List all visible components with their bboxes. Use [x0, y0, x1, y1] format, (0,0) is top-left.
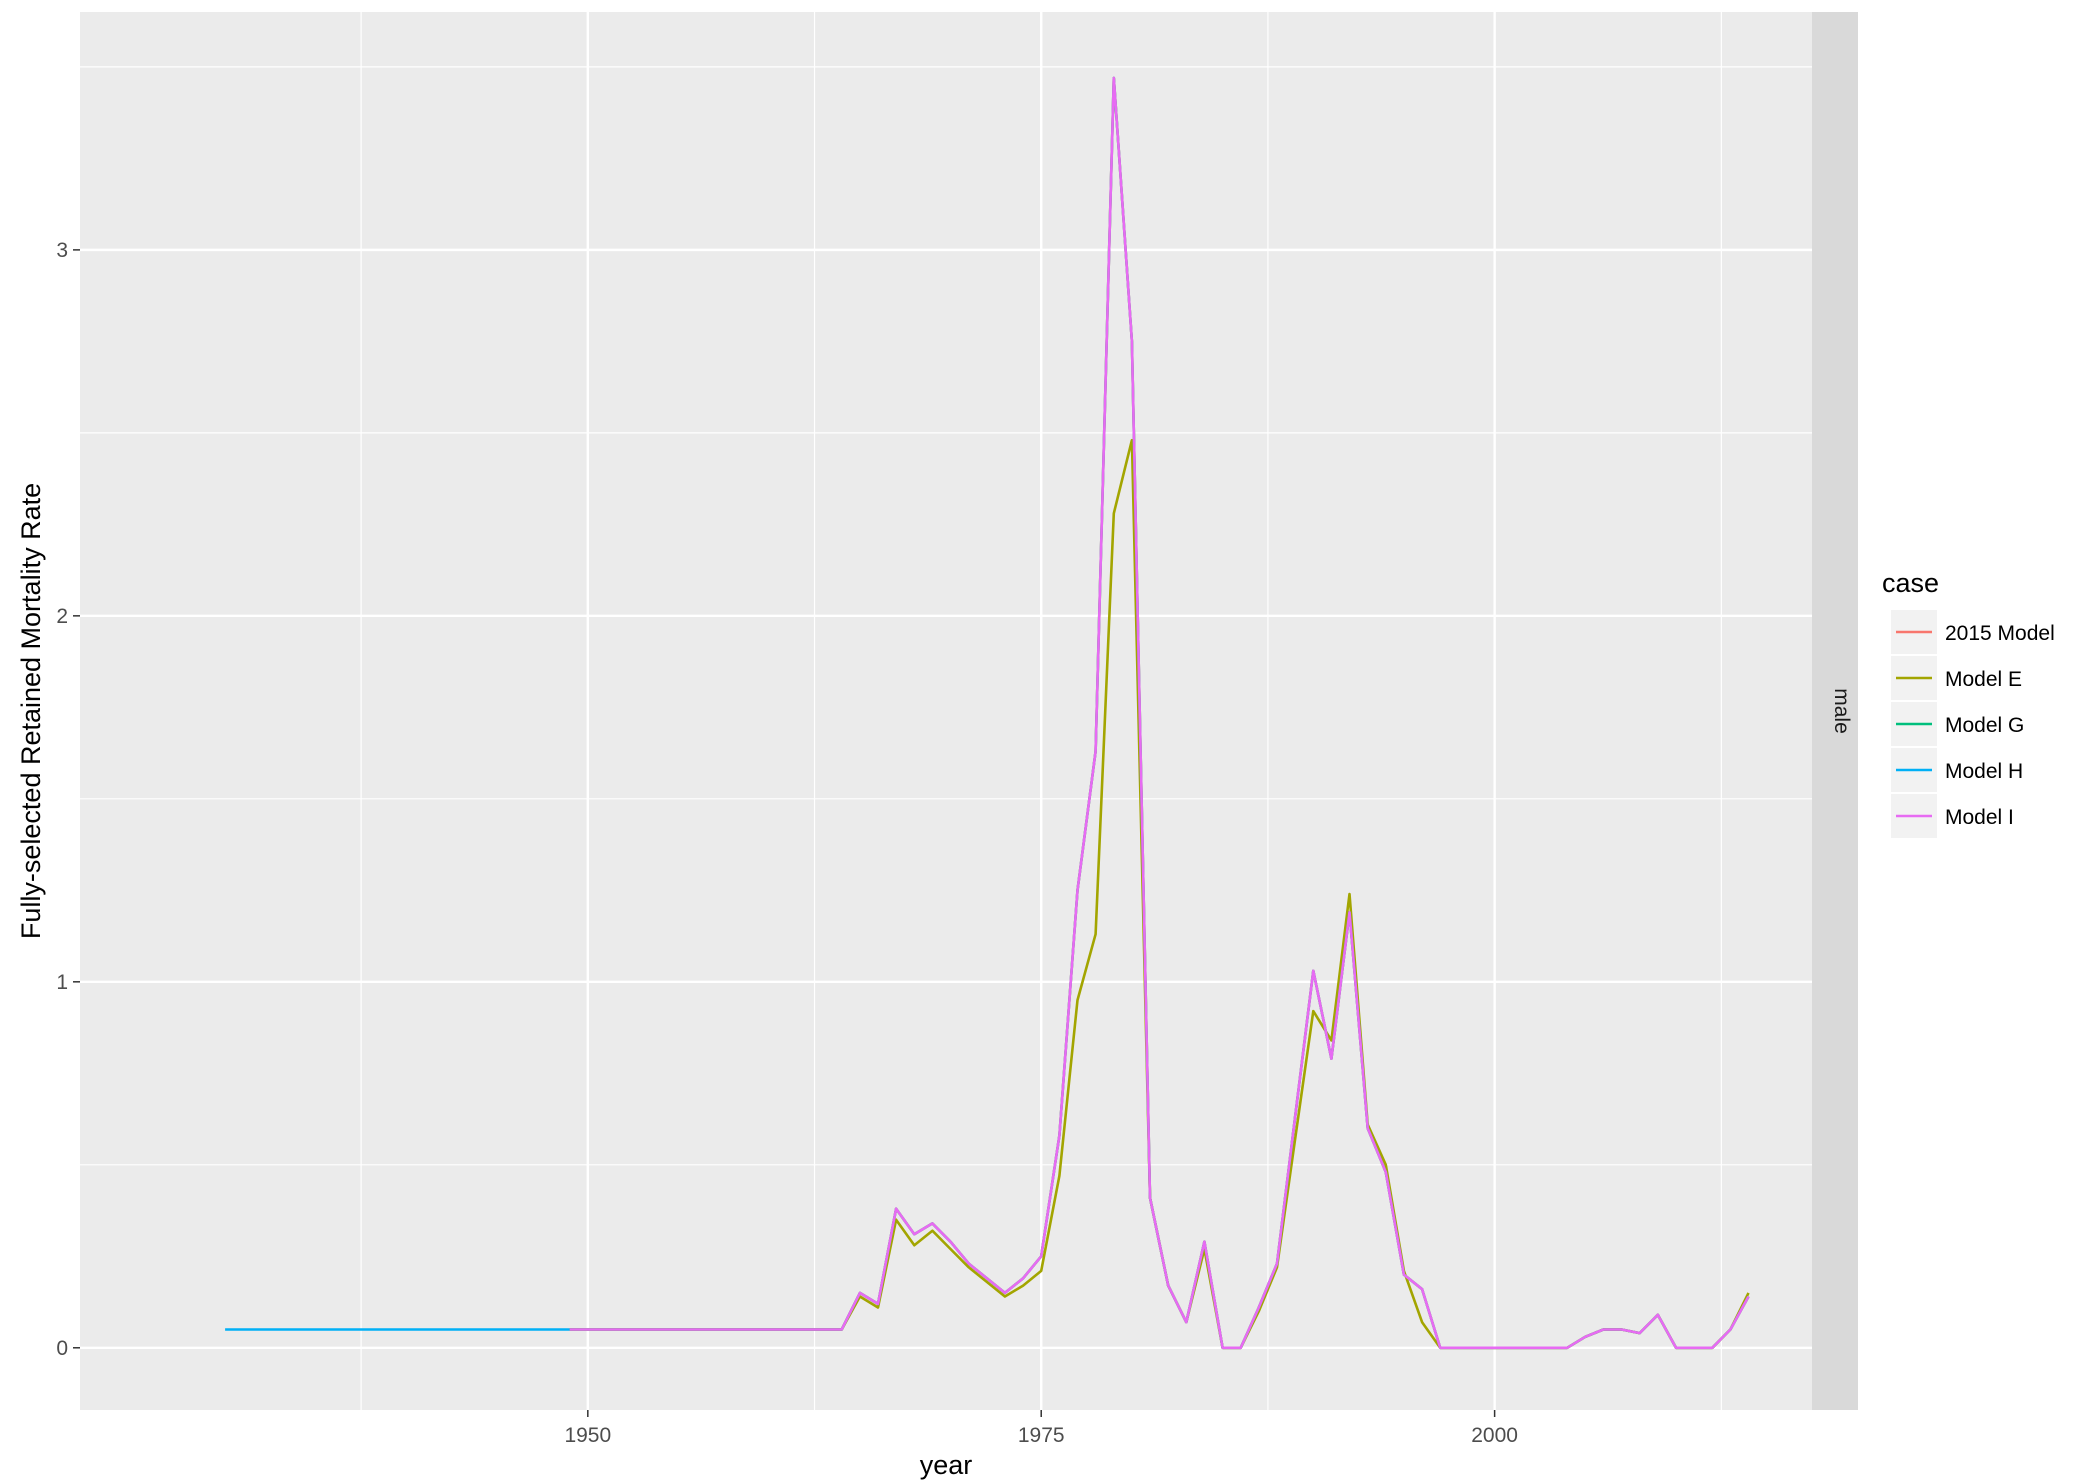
legend-item: Model E — [1891, 656, 2022, 700]
facet-strip-label: male — [1830, 688, 1853, 734]
series-line — [569, 76, 1750, 1350]
legend-label: Model G — [1945, 714, 2024, 737]
legend-label: Model E — [1945, 668, 2022, 691]
x-axis: 1950 1975 2000 — [564, 1410, 1518, 1447]
y-tick-label: 3 — [56, 239, 68, 262]
legend-item: Model I — [1891, 794, 2014, 838]
legend-item: Model G — [1891, 702, 2024, 746]
series-lines — [225, 76, 1750, 1350]
y-tick-label: 0 — [56, 1337, 68, 1360]
x-tick-label: 1975 — [1018, 1424, 1065, 1447]
legend-item: 2015 Model — [1891, 610, 2055, 654]
major-gridlines — [80, 12, 1812, 1410]
legend-title: case — [1882, 568, 1939, 598]
minor-gridlines — [80, 12, 1812, 1410]
y-tick-label: 2 — [56, 605, 68, 628]
legend-label: Model I — [1945, 806, 2014, 829]
x-tick-label: 1950 — [564, 1424, 611, 1447]
plot-panel — [80, 12, 1812, 1410]
legend-label: Model H — [1945, 760, 2023, 783]
y-axis-title: Fully-selected Retained Mortality Rate — [16, 483, 46, 939]
facet-strip — [1812, 12, 1858, 1410]
y-tick-label: 1 — [56, 971, 68, 994]
y-axis: 0 1 2 3 — [56, 239, 80, 1360]
legend-items: 2015 Model Model E Model G Model H Model I — [1891, 610, 2055, 838]
legend: case 2015 Model Model E Model G Model H Mode… — [1882, 568, 2055, 838]
x-axis-title: year — [920, 1450, 973, 1480]
x-tick-label: 2000 — [1471, 1424, 1518, 1447]
legend-label: 2015 Model — [1945, 622, 2055, 645]
legend-item: Model H — [1891, 748, 2023, 792]
